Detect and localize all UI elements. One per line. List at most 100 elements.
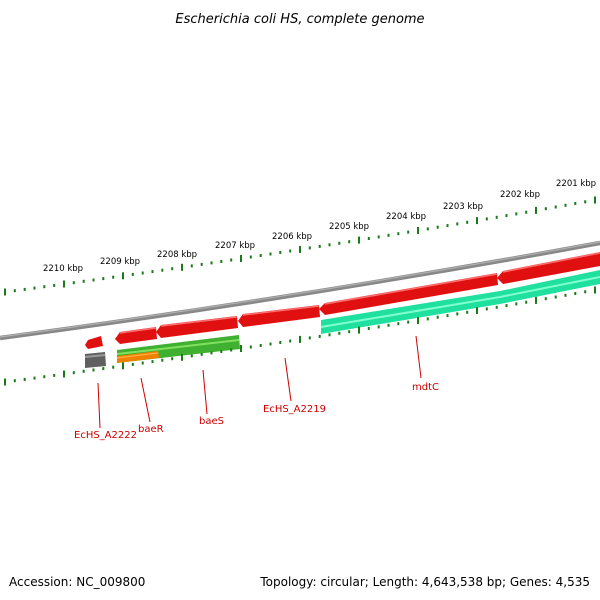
outer-ring-minor-tick <box>308 246 311 250</box>
outer-ring-minor-tick <box>230 258 233 262</box>
inner-ring-minor-tick <box>318 334 321 338</box>
gene-labels: EcHS_A2222 baeR baeS EcHS_A2219 mdtC <box>74 382 439 441</box>
inner-ring-minor-tick <box>436 315 439 319</box>
outer-ring-minor-tick <box>554 205 557 209</box>
kbp-label-2203: 2203 kbp <box>443 202 483 212</box>
outer-ring-major-tick <box>594 196 596 204</box>
inner-ring-minor-tick <box>72 371 75 375</box>
inner-ring-minor-tick <box>200 352 203 356</box>
inner-ring-major-tick <box>122 362 124 370</box>
inner-ring-minor-tick <box>289 339 292 343</box>
inner-ring-minor-tick <box>328 333 331 337</box>
inner-ring-minor-tick <box>33 376 36 380</box>
outer-ring-minor-tick <box>289 249 292 253</box>
gene-label-echs-a2219: EcHS_A2219 <box>263 404 326 415</box>
outer-ring-major-tick <box>299 245 301 253</box>
kbp-label-2207: 2207 kbp <box>215 241 255 251</box>
outer-ring-minor-tick <box>485 217 488 221</box>
inner-ring-major-tick <box>240 345 242 352</box>
gene-next-red <box>497 252 600 284</box>
inner-ring-minor-tick <box>446 314 449 318</box>
outer-ring-minor-tick <box>43 285 46 289</box>
gene-label-mdtc: mdtC <box>412 382 439 393</box>
reverse-strand-genes <box>85 252 600 349</box>
inner-ring-minor-tick <box>279 341 282 344</box>
gene-label-baer: baeR <box>138 424 164 435</box>
outer-ring-minor-tick <box>367 237 370 240</box>
inner-ring-minor-tick <box>230 348 233 352</box>
outer-ring-minor-tick <box>564 203 567 207</box>
outer-ring-minor-tick <box>210 261 213 265</box>
inner-ring-minor-tick <box>269 342 272 346</box>
inner-ring-minor-tick <box>82 369 85 373</box>
outer-ring-major-tick <box>4 288 6 296</box>
kbp-label-2209: 2209 kbp <box>100 257 140 267</box>
outer-ring-minor-tick <box>200 262 203 266</box>
inner-ring-minor-tick <box>13 379 16 383</box>
outer-ring-major-tick <box>535 206 537 214</box>
outer-ring-minor-tick <box>33 286 36 290</box>
outer-ring-major-tick <box>358 236 360 244</box>
inner-ring-minor-tick <box>249 345 252 349</box>
inner-ring-minor-tick <box>387 323 390 327</box>
inner-ring-minor-tick <box>23 377 26 381</box>
outer-ring-minor-tick <box>505 214 508 218</box>
kbp-label-2201: 2201 kbp <box>556 179 596 189</box>
gene-label-echs-a2222: EcHS_A2222 <box>74 430 137 441</box>
inner-ring-minor-tick <box>338 331 341 335</box>
label-leader-lines <box>97 335 422 429</box>
gene-mdtc-teal <box>321 270 600 334</box>
inner-ring-major-tick <box>535 296 537 304</box>
inner-ring-minor-tick <box>505 304 508 308</box>
kbp-label-2205: 2205 kbp <box>329 222 369 232</box>
outer-ring-minor-tick <box>328 243 331 247</box>
inner-ring-minor-tick <box>466 310 469 314</box>
outer-ring-minor-tick <box>338 241 341 245</box>
kbp-labels: 2210 kbp 2209 kbp 2208 kbp 2207 kbp 2206… <box>43 179 596 274</box>
outer-ring-minor-tick <box>112 275 115 279</box>
inner-ring-minor-tick <box>308 336 311 340</box>
inner-ring-major-tick <box>417 317 419 324</box>
outer-ring-minor-tick <box>377 235 380 239</box>
outer-ring-minor-tick <box>348 240 351 244</box>
inner-ring-minor-tick <box>456 312 459 316</box>
gene-baer-red <box>115 327 157 344</box>
inner-tick-ring <box>4 286 596 386</box>
kbp-label-2204: 2204 kbp <box>386 212 426 222</box>
kbp-label-2206: 2206 kbp <box>272 232 312 242</box>
outer-ring-minor-tick <box>426 227 429 231</box>
inner-ring-major-tick <box>299 335 301 343</box>
outer-ring-minor-tick <box>131 272 134 276</box>
outer-ring-minor-tick <box>436 225 439 229</box>
inner-ring-minor-tick <box>190 354 193 358</box>
inner-ring-minor-tick <box>525 300 528 304</box>
outer-ring-minor-tick <box>574 202 577 205</box>
inner-ring-minor-tick <box>43 375 46 379</box>
gene-echs-a2219-red <box>238 305 320 327</box>
inner-ring-minor-tick <box>377 325 380 329</box>
outer-ring-minor-tick <box>397 232 400 236</box>
inner-ring-major-tick <box>63 370 65 378</box>
outer-ring-minor-tick <box>525 210 528 214</box>
inner-ring-minor-tick <box>564 293 567 297</box>
outer-ring-minor-tick <box>407 230 410 234</box>
gene-echs-a2222-red <box>85 336 103 349</box>
outer-ring-minor-tick <box>279 251 282 254</box>
outer-ring-major-tick <box>476 217 478 225</box>
kbp-label-2208: 2208 kbp <box>157 250 197 260</box>
outer-ring-major-tick <box>63 280 65 288</box>
map-title: Escherichia coli HS, complete genome <box>175 12 424 27</box>
inner-ring-minor-tick <box>210 351 213 355</box>
outer-ring-minor-tick <box>259 254 262 257</box>
inner-ring-minor-tick <box>554 295 557 299</box>
green-orange-features <box>84 335 240 368</box>
outer-ring-minor-tick <box>23 287 26 291</box>
outer-ring-minor-tick <box>466 220 469 224</box>
inner-ring-minor-tick <box>151 360 154 364</box>
gene-mdtc-red <box>319 273 498 315</box>
gene-baes-red <box>156 316 238 338</box>
genome-summary-text: Topology: circular; Length: 4,643,538 bp… <box>260 575 590 589</box>
inner-ring-minor-tick <box>161 358 164 362</box>
genome-backbone <box>0 240 600 341</box>
